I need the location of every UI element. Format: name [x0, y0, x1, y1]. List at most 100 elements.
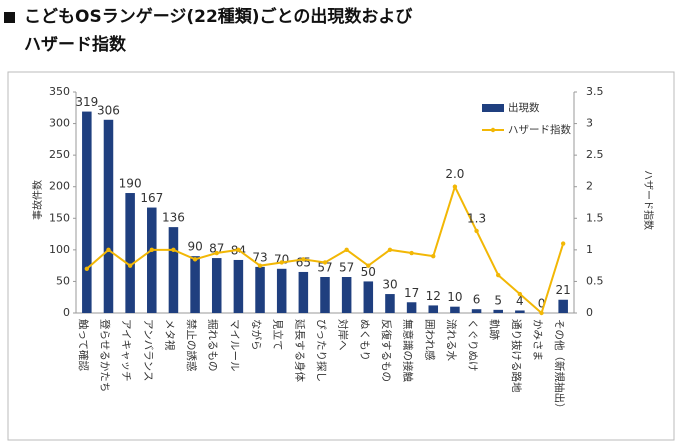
bar: [385, 294, 395, 313]
bar: [147, 207, 157, 313]
y-tick-label: 200: [49, 180, 70, 193]
data-label: 0: [538, 297, 546, 311]
y-tick-label: 300: [49, 117, 70, 130]
y-tick-label: 0: [63, 306, 70, 319]
line-marker: [517, 291, 523, 297]
bar: [298, 271, 309, 313]
data-label: 2.0: [445, 167, 464, 181]
data-label: 190: [119, 177, 142, 191]
x-tick-label: 掘れるもの: [207, 319, 220, 372]
y2-tick-label: 3: [586, 117, 593, 130]
x-tick-label: 軌跡: [488, 319, 501, 340]
y-tick-label: 50: [56, 274, 70, 287]
y-tick-label: 150: [49, 211, 70, 224]
bar: [168, 227, 179, 313]
bar: [406, 302, 417, 313]
chart-frame: [7, 71, 675, 441]
x-tick-label: 囲われ感: [423, 319, 436, 361]
x-tick-label: 対岸へ: [337, 319, 350, 351]
data-label: 4: [516, 294, 524, 308]
x-tick-label: 反復するもの: [380, 319, 393, 382]
line-marker: [106, 247, 111, 253]
y-tick-label: 100: [49, 243, 70, 256]
chart-title: こどもOSランゲージ(22種類)ごとの出現数および: [24, 6, 412, 27]
line-marker: [84, 266, 90, 271]
x-tick-label: 無意識の接触: [402, 319, 415, 382]
bar: [428, 305, 439, 313]
bar: [125, 193, 135, 313]
y-tick-label: 250: [49, 148, 70, 161]
line-marker: [149, 247, 154, 253]
data-label: 17: [404, 286, 419, 300]
bar: [471, 309, 482, 313]
x-tick-label: 流れる水: [445, 319, 458, 361]
line-marker: [539, 310, 544, 316]
data-label: 1.3: [467, 211, 486, 225]
y2-tick-label: 2.5: [586, 148, 604, 161]
x-tick-label: アンバランス: [142, 319, 154, 381]
line-marker: [127, 263, 133, 268]
line-marker: [171, 247, 176, 253]
y-tick-label: 350: [49, 85, 70, 98]
bar: [558, 299, 568, 313]
bar: [103, 119, 114, 313]
data-label: 21: [556, 283, 571, 297]
bar: [276, 268, 287, 313]
bar: [515, 310, 525, 313]
data-label: 10: [447, 290, 462, 304]
line-marker: [279, 260, 284, 265]
line-marker: [409, 250, 414, 256]
legend-swatch: [490, 127, 496, 133]
data-label: 50: [361, 265, 376, 279]
x-tick-label: くぐりぬけ: [467, 319, 479, 371]
line-marker: [344, 247, 349, 253]
data-label: 5: [494, 293, 502, 307]
bar: [255, 266, 265, 313]
y2-tick-label: 1.5: [586, 211, 604, 224]
x-tick-label: 登らせるかたち: [98, 319, 111, 392]
data-label: 319: [75, 95, 98, 109]
data-label: 167: [140, 191, 163, 205]
x-tick-label: メタ視: [163, 319, 176, 351]
data-label: 30: [382, 278, 397, 292]
line-marker: [236, 247, 241, 253]
line-marker: [192, 257, 198, 262]
line-marker: [214, 250, 219, 256]
line-marker: [452, 184, 458, 189]
y2-tick-label: 0.5: [586, 274, 604, 287]
x-tick-label: アイキャッチ: [120, 319, 132, 381]
y2-tick-label: 2: [586, 180, 593, 193]
line-marker: [301, 257, 306, 262]
legend-label: ハザード指数: [508, 123, 571, 136]
line-marker: [560, 241, 566, 246]
bar: [450, 306, 460, 313]
data-label: 90: [187, 240, 202, 254]
bar: [82, 111, 92, 314]
bar: [320, 277, 330, 313]
y2-axis-label: ハザード指数: [642, 170, 655, 230]
data-label: 57: [317, 261, 332, 275]
line-marker: [257, 263, 263, 268]
x-tick-label: マイルール: [228, 319, 240, 372]
bar: [493, 309, 503, 313]
x-tick-label: ぬくもり: [358, 319, 370, 361]
x-tick-label: その他（新規抽出）: [553, 319, 566, 414]
title-square: [4, 12, 15, 23]
line-marker: [474, 228, 479, 234]
y2-tick-label: 1: [586, 243, 593, 256]
line-marker: [322, 260, 328, 265]
y2-tick-label: 3.5: [586, 85, 604, 98]
data-label: 73: [252, 250, 267, 264]
bar: [211, 258, 222, 313]
x-tick-label: 見立て: [272, 319, 285, 351]
line-marker: [366, 263, 371, 268]
bar: [341, 277, 352, 313]
data-label: 57: [339, 261, 354, 275]
bar: [233, 259, 244, 313]
x-tick-label: かみさま: [532, 319, 544, 361]
y-axis-label: 事故件数: [31, 180, 44, 220]
legend-label: 出現数: [508, 101, 540, 114]
chart-title: ハザード指数: [24, 34, 127, 55]
data-label: 6: [473, 293, 481, 307]
